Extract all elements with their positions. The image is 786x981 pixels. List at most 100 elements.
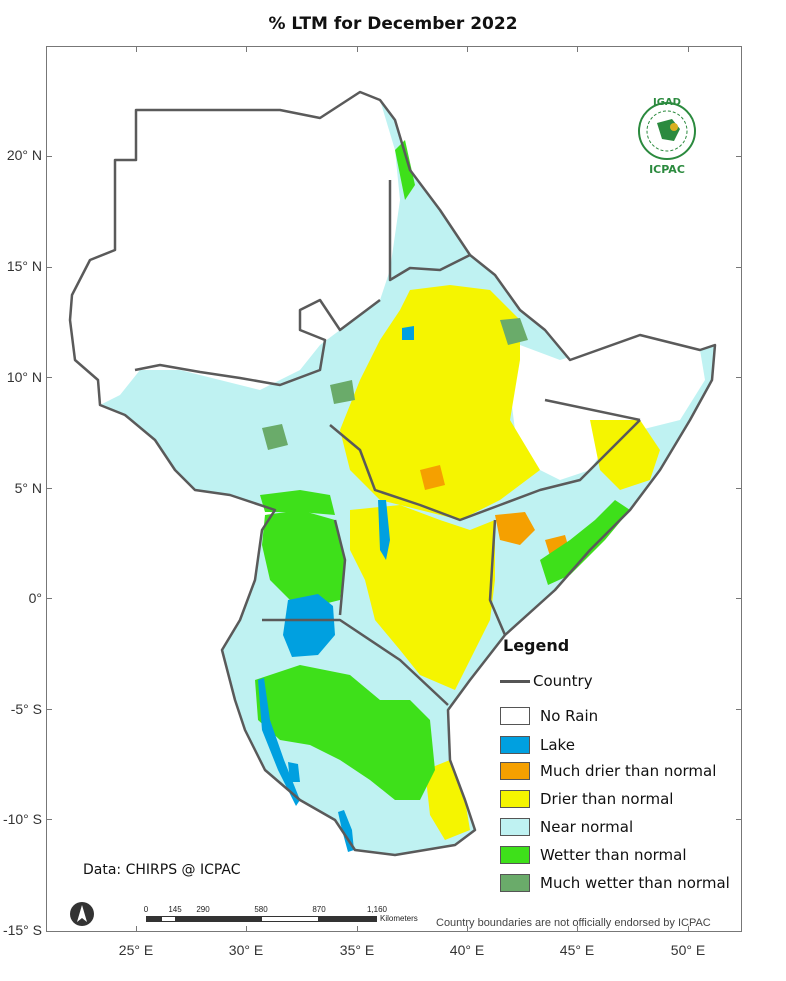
legend-label: Much wetter than normal [540,874,730,892]
legend-label: No Rain [540,707,599,725]
country-line-symbol [500,679,530,683]
region-outline [68,90,717,857]
lake-victoria [283,594,335,657]
legend-item-country: Country [500,671,593,691]
scalebar-unit: Kilometers [380,914,418,923]
scalebar-segment [161,916,176,922]
lat-label-5n: 5° N [14,480,42,496]
lat-label-20n: 20° N [6,147,42,163]
lat-tick [46,819,52,820]
north-arrow-icon [70,902,94,926]
legend-label: Lake [540,736,575,754]
igad-icpac-logo: IGAD ICPAC [632,93,702,183]
scalebar-label: 580 [254,905,268,914]
lon-label-35e: 35° E [339,942,375,958]
lon-tick [246,46,247,52]
area-much-wetter-2 [330,380,355,404]
border-sudan-south [134,298,381,387]
border-kenya-somalia [488,519,507,636]
scalebar-segment [176,916,191,922]
legend-title: Legend [503,636,570,655]
lon-label-30e: 30° E [228,942,264,958]
lon-tick [136,46,137,52]
lat-label-15n: 15° N [6,258,42,274]
map-title: % LTM for December 2022 [268,14,518,34]
map-frame [46,46,742,932]
legend-label: Much drier than normal [540,762,717,780]
legend-item-much-drier: Much drier than normal [500,761,716,781]
lat-tick [736,488,742,489]
legend-swatch [500,707,530,725]
scalebar: 0 145 290 580 870 1,160 [143,905,436,925]
legend-label: Near normal [540,818,634,836]
scalebar-label: 145 [168,905,182,914]
area-much-wetter-3 [500,318,528,345]
area-wetter-south-sudan [260,490,335,515]
lat-tick [46,267,52,268]
scalebar-label: 1,160 [366,905,388,914]
legend-label: Country [533,672,593,690]
lat-tick [736,267,742,268]
lat-tick [46,488,52,489]
area-no-rain-north [70,92,400,405]
data-source: Data: CHIRPS @ ICPAC [83,862,241,878]
legend-item-drier: Drier than normal [500,789,673,809]
legend-swatch [500,846,530,864]
scalebar-label: 0 [143,905,149,914]
area-much-wetter-1 [262,424,288,450]
border-kenya-tanzania [262,618,449,706]
country-borders [68,90,717,857]
area-wetter-northeast [395,140,415,200]
lon-tick [467,926,468,932]
lat-label-0: 0° [28,590,42,606]
legend-item-near-normal: Near normal [500,817,633,837]
legend-label: Drier than normal [540,790,674,808]
lon-tick [246,926,247,932]
lon-tick [136,926,137,932]
lake-tana [402,326,414,340]
lon-tick [467,46,468,52]
lat-tick [46,598,52,599]
border-uganda [333,519,347,616]
lat-label-10n: 10° N [6,369,42,385]
lon-label-45e: 45° E [559,942,595,958]
lon-tick [357,46,358,52]
scalebar-label: 870 [312,905,326,914]
scalebar-segment [191,916,261,922]
border-sudan-north [388,180,471,282]
logo-emblem-icon [638,102,696,160]
legend-swatch [500,818,530,836]
border-south-sudan-ethiopia [329,419,641,522]
lon-tick [357,926,358,932]
lon-tick [688,926,689,932]
lat-tick [46,156,52,157]
legend-item-no-rain: No Rain [500,706,598,726]
lat-label-15s: -15° S [2,922,42,938]
lat-tick [46,377,52,378]
lon-tick [577,926,578,932]
lon-label-40e: 40° E [449,942,485,958]
lon-tick [688,46,689,52]
lon-label-25e: 25° E [118,942,154,958]
lon-tick [577,46,578,52]
scalebar-label: 290 [196,905,210,914]
area-much-drier-1 [495,512,535,545]
lat-label-5s: -5° S [10,701,42,717]
lat-tick [736,377,742,378]
area-wetter-somalia-coast [540,500,630,585]
legend-item-much-wetter: Much wetter than normal [500,873,730,893]
legend-item-wetter: Wetter than normal [500,845,687,865]
lake-kivu [288,762,300,782]
area-drier-ethiopia-sudan [340,285,540,520]
area-no-rain-somalia [510,335,705,480]
legend-swatch [500,790,530,808]
logo-bottom-text: ICPAC [649,163,685,176]
legend-swatch [500,762,530,780]
lat-tick [736,819,742,820]
lat-tick [46,709,52,710]
lat-label-10s: -10° S [2,811,42,827]
scalebar-segment [146,916,161,922]
lat-tick [736,709,742,710]
area-wetter-tanzania [255,665,435,800]
scalebar-segment [261,916,319,922]
